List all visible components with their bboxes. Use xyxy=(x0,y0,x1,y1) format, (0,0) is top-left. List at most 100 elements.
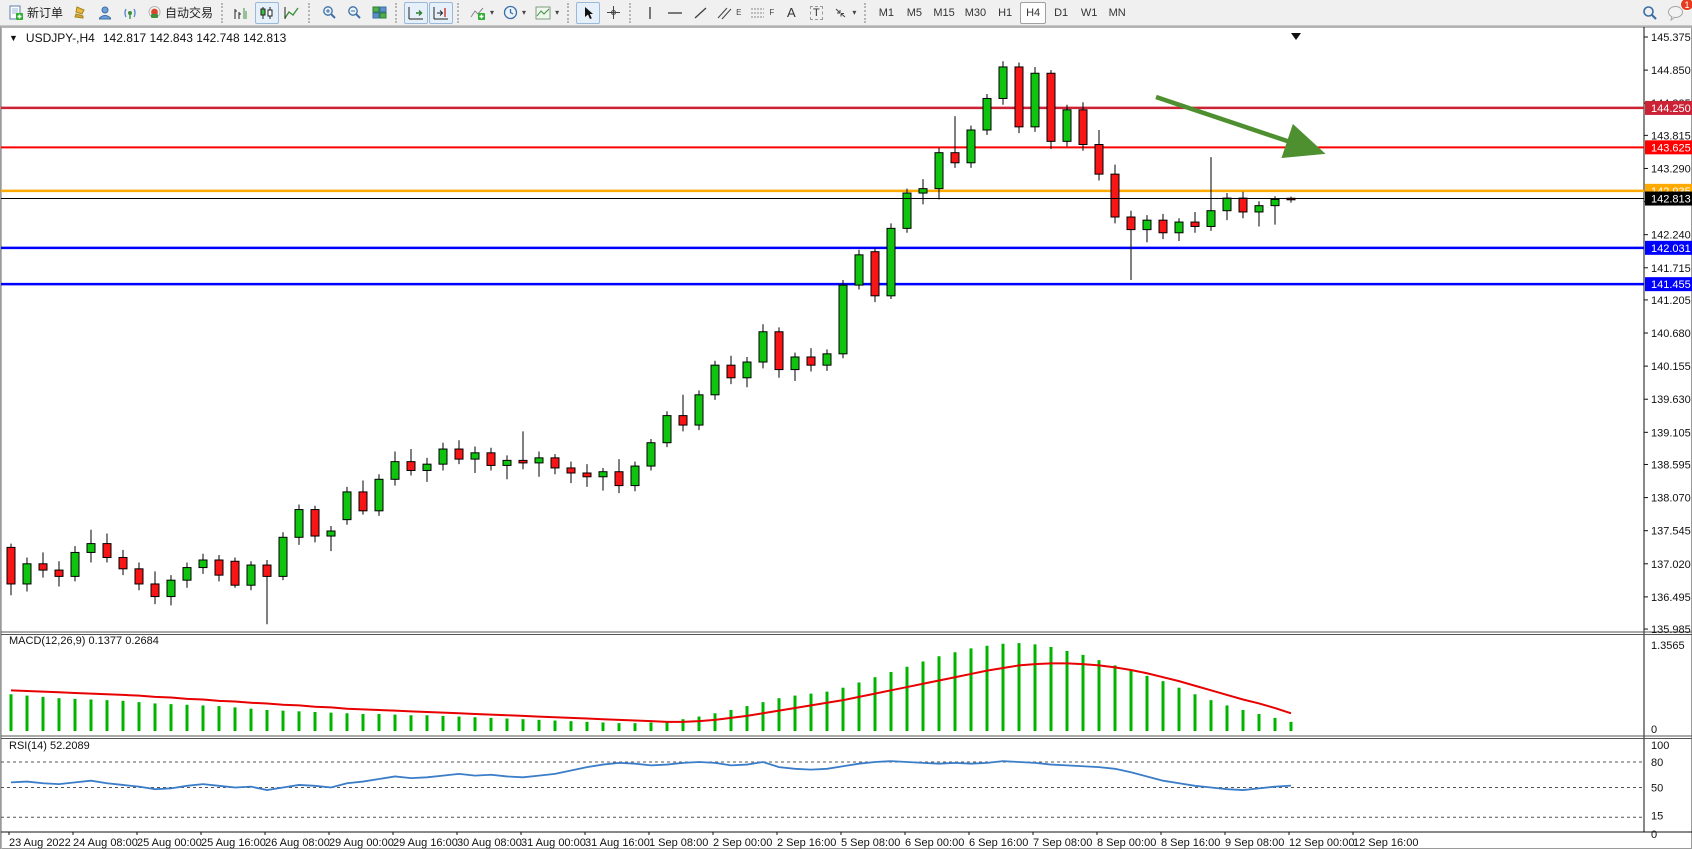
candle-bear xyxy=(454,448,464,460)
tf-M15[interactable]: M15 xyxy=(929,2,958,24)
macd-signal-value: 0.2684 xyxy=(125,635,159,647)
candle-bull xyxy=(918,188,928,194)
templates-button[interactable]: ▾ xyxy=(531,2,563,24)
signal-button[interactable] xyxy=(118,2,142,24)
current-price-tag-text: 142.813 xyxy=(1651,194,1691,206)
cursor-tool-button[interactable] xyxy=(576,1,601,24)
bar-chart-icon xyxy=(234,7,247,19)
trendline-tool-button[interactable] xyxy=(688,2,712,24)
tf-H1[interactable]: H1 xyxy=(992,2,1018,24)
candle-bull xyxy=(934,152,944,190)
fibonacci-subscript: F xyxy=(769,8,775,17)
trendline-icon xyxy=(694,6,707,19)
dropdown-caret: ▾ xyxy=(522,8,527,17)
candle-bear xyxy=(678,415,688,426)
current-price-tag-bg xyxy=(1645,191,1692,206)
search-button[interactable] xyxy=(1638,2,1662,24)
time-tick-label: 1 Sep 08:00 xyxy=(649,837,708,849)
time-tick-label: 6 Sep 00:00 xyxy=(905,837,964,849)
fibonacci-icon xyxy=(751,8,765,17)
candle-bear xyxy=(582,472,592,478)
candle-bull xyxy=(790,356,800,371)
text-label-tool-button[interactable]: T xyxy=(804,2,828,24)
candle-bull xyxy=(1142,219,1152,231)
time-tick-label: 25 Aug 16:00 xyxy=(201,837,266,849)
chart-shift-button[interactable] xyxy=(429,1,454,24)
chart-area[interactable]: ▼ USDJPY-,H4 142.817 142.843 142.748 142… xyxy=(0,26,1692,849)
text-tool-button[interactable]: A xyxy=(779,2,803,24)
tf-H4[interactable]: H4 xyxy=(1020,1,1047,24)
candle-bear xyxy=(486,452,496,466)
arrows-tool-button[interactable]: ▾ xyxy=(829,2,860,24)
time-tick-label: 5 Sep 08:00 xyxy=(841,837,900,849)
macd-panel: 1.3565 0 xyxy=(9,640,1685,736)
rsi-scale-label: 80 xyxy=(1651,757,1663,769)
auto-scroll-button[interactable] xyxy=(404,1,429,24)
crosshair-tool-button[interactable] xyxy=(601,2,625,24)
horizontal-line-tool-button[interactable] xyxy=(663,2,687,24)
price-axis[interactable]: 145.375144.850144.325143.815143.290142.7… xyxy=(1644,32,1691,636)
profile-button[interactable] xyxy=(93,2,117,24)
rsi-scale-label: 0 xyxy=(1651,829,1657,841)
zoom-in-button[interactable] xyxy=(317,2,341,24)
periods-button[interactable]: ▾ xyxy=(499,2,530,24)
candle-bull xyxy=(966,129,976,164)
tf-D1[interactable]: D1 xyxy=(1048,2,1074,24)
tf-M5[interactable]: M5 xyxy=(901,2,927,24)
channel-tool-button[interactable]: E xyxy=(713,2,745,24)
tf-M30[interactable]: M30 xyxy=(961,2,990,24)
clock-icon xyxy=(503,5,518,20)
channel-icon xyxy=(717,7,732,19)
candle-bull xyxy=(470,452,480,460)
tf-MN[interactable]: MN xyxy=(1104,2,1130,24)
line-chart-button[interactable] xyxy=(280,2,304,24)
candle-bear xyxy=(566,467,576,474)
chart-frame xyxy=(1,27,1692,849)
candle-bull xyxy=(886,227,896,297)
tf-W1[interactable]: W1 xyxy=(1076,2,1102,24)
candle-bear xyxy=(54,569,64,577)
symbol-dropdown-icon[interactable]: ▼ xyxy=(9,33,18,43)
candlestick-chart-button[interactable] xyxy=(255,1,280,24)
candle-bear xyxy=(550,457,560,469)
bar-chart-button[interactable] xyxy=(230,2,254,24)
dropdown-caret: ▾ xyxy=(555,8,560,17)
timeframe-group: M1 M5 M15 M30 H1 H4 D1 W1 MN xyxy=(873,1,1130,24)
price-tick-label: 139.105 xyxy=(1651,427,1691,439)
tile-windows-button[interactable] xyxy=(367,2,391,24)
zoom-out-button[interactable] xyxy=(342,2,366,24)
autotrading-button[interactable]: 自动交易 xyxy=(143,2,217,24)
trend-arrow-annotation xyxy=(1155,94,1326,159)
candle-bull xyxy=(278,536,288,577)
chart-shift-icon xyxy=(433,6,449,19)
price-chart-canvas[interactable]: 145.375144.850144.325143.815143.290142.7… xyxy=(1,27,1692,849)
candle-bear xyxy=(1078,109,1088,146)
price-tick-label: 142.240 xyxy=(1651,230,1691,242)
time-tick-label: 30 Aug 08:00 xyxy=(457,837,522,849)
rsi-scale-label: 50 xyxy=(1651,783,1663,795)
fibonacci-tool-button[interactable]: F xyxy=(746,2,778,24)
seal-button[interactable] xyxy=(68,2,92,24)
text-tool-icon: A xyxy=(786,5,796,20)
vertical-line-tool-button[interactable] xyxy=(638,2,662,24)
candle-bear xyxy=(1094,144,1104,175)
candle-bull xyxy=(326,530,336,537)
new-order-button[interactable]: 新订单 xyxy=(4,2,67,24)
candle-bear xyxy=(806,356,816,366)
rsi-scale-label: 15 xyxy=(1651,810,1663,822)
text-label-icon: T xyxy=(809,5,823,20)
channel-subscript: E xyxy=(736,8,742,17)
candle-bull xyxy=(742,361,752,379)
time-axis[interactable]: 23 Aug 2022 24 Aug 08:00 25 Aug 00:00 25 Au… xyxy=(8,832,1418,849)
toolbar-grip xyxy=(629,2,634,23)
indicators-button[interactable]: ▾ xyxy=(466,2,498,24)
candle-bear xyxy=(950,152,960,164)
candle-bear xyxy=(6,546,16,585)
profile-icon xyxy=(98,6,111,20)
candle-bull xyxy=(374,478,384,512)
cursor-icon xyxy=(584,6,593,19)
chat-button[interactable] xyxy=(1663,2,1688,24)
time-tick-label: 24 Aug 08:00 xyxy=(73,837,138,849)
tf-M1[interactable]: M1 xyxy=(873,2,899,24)
candle-bear xyxy=(1110,173,1120,218)
